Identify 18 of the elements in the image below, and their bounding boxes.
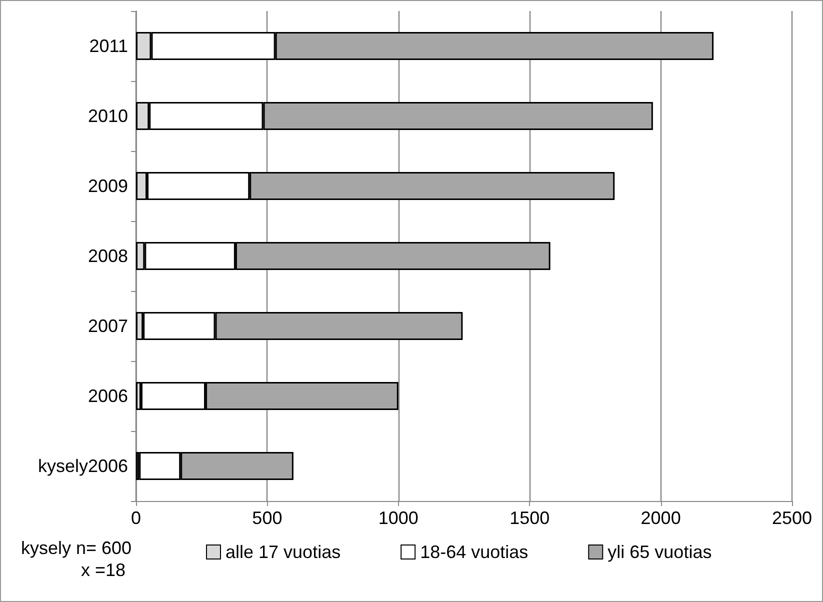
x-tick-label: 1000: [378, 508, 418, 528]
x-tick-label: 0: [130, 508, 142, 528]
text: kysely n= 600: [21, 537, 132, 559]
text: x =18: [80, 559, 127, 581]
legend-label: yli 65 vuotias: [608, 542, 712, 562]
x-tick-label: 2500: [772, 508, 812, 528]
y-tick-label: 2007: [88, 316, 128, 336]
y-tick-label: 2010: [88, 106, 128, 126]
x-tick-label: 1500: [510, 508, 550, 528]
x-tick-label: 2000: [640, 508, 681, 528]
legend-label: 18-64 vuotias: [420, 542, 528, 562]
y-tick-label: 2006: [88, 386, 128, 406]
y-tick-label: 2008: [88, 246, 128, 266]
y-tick-label: 2011: [89, 36, 128, 56]
y-tick-label: 2009: [88, 176, 128, 196]
x-tick-label: 500: [252, 508, 282, 528]
y-tick-label: kysely2006: [38, 456, 128, 476]
legend-label: alle 17 vuotias: [226, 542, 341, 562]
